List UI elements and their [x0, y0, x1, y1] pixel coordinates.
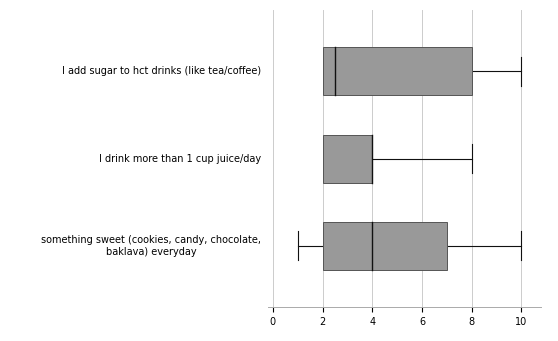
- Bar: [323, 47, 472, 95]
- Bar: [323, 222, 447, 270]
- Bar: [323, 135, 372, 182]
